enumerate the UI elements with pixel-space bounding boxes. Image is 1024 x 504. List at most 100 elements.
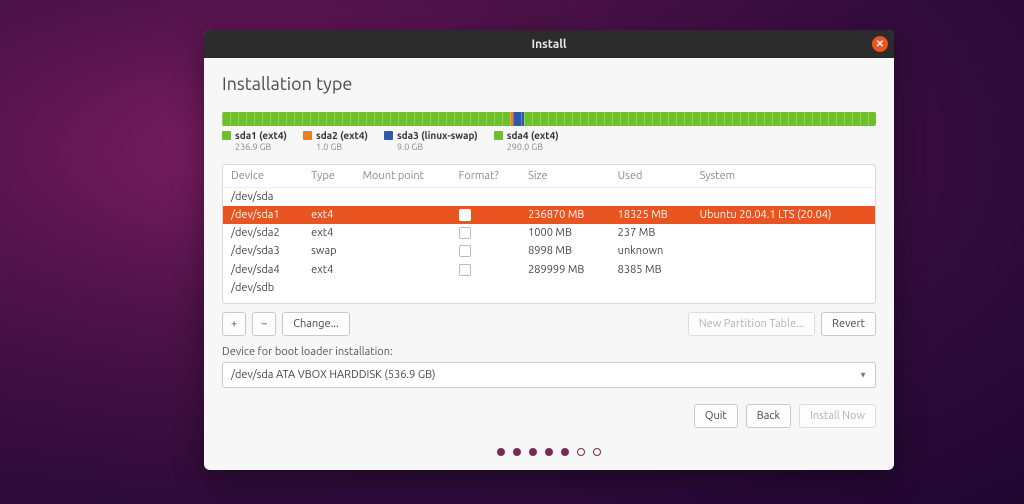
table-cell bbox=[354, 279, 450, 297]
column-header[interactable]: Mount point bbox=[354, 165, 450, 188]
table-cell: 8385 MB bbox=[610, 260, 692, 278]
progress-dot bbox=[561, 448, 569, 456]
progress-dot bbox=[577, 448, 585, 456]
column-header[interactable]: Type bbox=[303, 165, 354, 188]
table-cell: /dev/sda bbox=[223, 188, 303, 207]
table-cell bbox=[692, 279, 875, 297]
column-header[interactable]: Device bbox=[223, 165, 303, 188]
table-row[interactable]: /dev/sda3swap8998 MBunknown bbox=[223, 242, 875, 260]
legend-swatch bbox=[494, 131, 503, 140]
bootloader-value: /dev/sda ATA VBOX HARDDISK (536.9 GB) bbox=[231, 369, 435, 381]
progress-dot bbox=[513, 448, 521, 456]
table-cell: ext4 bbox=[303, 260, 354, 278]
table-cell bbox=[451, 206, 521, 224]
table-cell bbox=[303, 279, 354, 297]
table-cell: 18325 MB bbox=[610, 206, 692, 224]
legend-item: sda4 (ext4)290.0 GB bbox=[494, 130, 559, 152]
add-partition-button[interactable]: + bbox=[222, 312, 246, 336]
legend-item: sda1 (ext4)236.9 GB bbox=[222, 130, 287, 152]
table-cell: /dev/sdb bbox=[223, 279, 303, 297]
legend-item: sda3 (linux-swap)9.0 GB bbox=[384, 130, 478, 152]
revert-button[interactable]: Revert bbox=[821, 312, 876, 336]
partition-segment[interactable] bbox=[513, 112, 524, 126]
table-cell bbox=[610, 188, 692, 207]
table-cell: ext4 bbox=[303, 206, 354, 224]
table-cell bbox=[451, 260, 521, 278]
page-title: Installation type bbox=[222, 74, 876, 94]
table-cell bbox=[451, 279, 521, 297]
new-partition-table-button[interactable]: New Partition Table... bbox=[688, 312, 815, 336]
table-row[interactable]: /dev/sdb bbox=[223, 279, 875, 297]
legend-label: sda3 (linux-swap)9.0 GB bbox=[397, 130, 478, 152]
table-cell bbox=[610, 279, 692, 297]
table-cell bbox=[354, 206, 450, 224]
progress-dot bbox=[545, 448, 553, 456]
table-cell: unknown bbox=[610, 242, 692, 260]
legend-label: sda1 (ext4)236.9 GB bbox=[235, 130, 287, 152]
partition-bar bbox=[222, 112, 876, 126]
table-cell: 236870 MB bbox=[520, 206, 610, 224]
legend-item: sda2 (ext4)1.0 GB bbox=[303, 130, 368, 152]
table-cell bbox=[354, 260, 450, 278]
partition-toolbar: + – Change... New Partition Table... Rev… bbox=[222, 312, 876, 336]
close-button[interactable]: ✕ bbox=[872, 36, 888, 52]
table-cell bbox=[520, 188, 610, 207]
close-icon: ✕ bbox=[876, 38, 884, 50]
table-row[interactable]: /dev/sda4ext4 289999 MB8385 MB bbox=[223, 260, 875, 278]
table-cell bbox=[692, 260, 875, 278]
table-row[interactable]: /dev/sda1ext4236870 MB18325 MBUbuntu 20.… bbox=[223, 206, 875, 224]
format-checkbox[interactable] bbox=[459, 209, 471, 221]
table-cell bbox=[692, 188, 875, 207]
column-header[interactable]: Used bbox=[610, 165, 692, 188]
table-cell bbox=[451, 224, 521, 242]
progress-dot bbox=[593, 448, 601, 456]
partition-table: DeviceTypeMount pointFormat?SizeUsedSyst… bbox=[222, 164, 876, 304]
partition-segment[interactable] bbox=[524, 112, 876, 126]
quit-button[interactable]: Quit bbox=[694, 404, 738, 428]
legend-swatch bbox=[222, 131, 231, 140]
table-cell: /dev/sda4 bbox=[223, 260, 303, 278]
table-cell bbox=[692, 242, 875, 260]
format-checkbox[interactable] bbox=[459, 245, 471, 257]
column-header[interactable]: Format? bbox=[451, 165, 521, 188]
progress-dot bbox=[497, 448, 505, 456]
remove-partition-button[interactable]: – bbox=[252, 312, 276, 336]
legend-swatch bbox=[384, 131, 393, 140]
installer-window: Install ✕ Installation type sda1 (ext4)2… bbox=[204, 30, 894, 470]
table-cell bbox=[451, 242, 521, 260]
table-cell: 1000 MB bbox=[520, 224, 610, 242]
table-row[interactable]: /dev/sda bbox=[223, 188, 875, 207]
change-partition-button[interactable]: Change... bbox=[282, 312, 349, 336]
table-cell bbox=[354, 224, 450, 242]
back-button[interactable]: Back bbox=[746, 404, 791, 428]
footer-buttons: Quit Back Install Now bbox=[222, 404, 876, 428]
table-cell: ext4 bbox=[303, 224, 354, 242]
table-cell bbox=[692, 224, 875, 242]
partition-bar-region: sda1 (ext4)236.9 GB sda2 (ext4)1.0 GB sda3… bbox=[222, 112, 876, 152]
table-body: /dev/sda/dev/sda1ext4236870 MB18325 MBUb… bbox=[223, 188, 875, 297]
table-row[interactable]: /dev/sda2ext41000 MB237 MB bbox=[223, 224, 875, 242]
table-cell: 237 MB bbox=[610, 224, 692, 242]
partition-legend: sda1 (ext4)236.9 GB sda2 (ext4)1.0 GB sda3… bbox=[222, 130, 876, 152]
format-checkbox[interactable] bbox=[459, 264, 471, 276]
table-cell bbox=[354, 188, 450, 207]
install-now-button[interactable]: Install Now bbox=[799, 404, 876, 428]
bootloader-select[interactable]: /dev/sda ATA VBOX HARDDISK (536.9 GB) bbox=[222, 362, 876, 388]
legend-label: sda2 (ext4)1.0 GB bbox=[316, 130, 368, 152]
progress-dot bbox=[529, 448, 537, 456]
partition-segment[interactable] bbox=[222, 112, 510, 126]
legend-label: sda4 (ext4)290.0 GB bbox=[507, 130, 559, 152]
format-checkbox[interactable] bbox=[459, 227, 471, 239]
table-header-row: DeviceTypeMount pointFormat?SizeUsedSyst… bbox=[223, 165, 875, 188]
content-area: Installation type sda1 (ext4)236.9 GBsda… bbox=[204, 58, 894, 470]
column-header[interactable]: System bbox=[692, 165, 875, 188]
table-cell bbox=[451, 188, 521, 207]
window-title: Install bbox=[531, 38, 566, 51]
legend-swatch bbox=[303, 131, 312, 140]
table-cell bbox=[303, 188, 354, 207]
table-cell: 289999 MB bbox=[520, 260, 610, 278]
table-cell: Ubuntu 20.04.1 LTS (20.04) bbox=[692, 206, 875, 224]
column-header[interactable]: Size bbox=[520, 165, 610, 188]
table-cell: swap bbox=[303, 242, 354, 260]
table-cell: 8998 MB bbox=[520, 242, 610, 260]
